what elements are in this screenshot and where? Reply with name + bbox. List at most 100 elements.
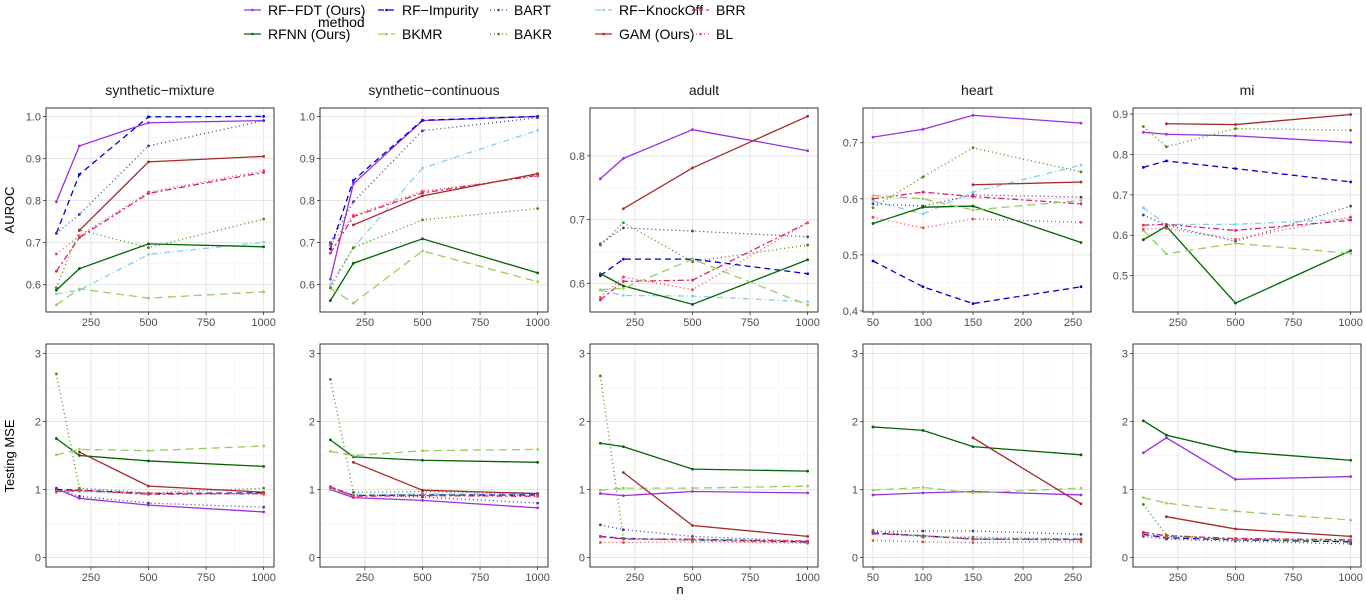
- data-point: [262, 154, 266, 158]
- series-bkmr: [54, 287, 266, 307]
- data-point: [536, 492, 540, 495]
- data-point: [328, 438, 332, 442]
- data-point: [871, 199, 875, 203]
- series-bl: [1141, 215, 1353, 241]
- series-line: [1142, 207, 1351, 225]
- data-point: [871, 488, 875, 492]
- series-rf-fdt-ours-: [598, 128, 810, 181]
- series-line: [599, 221, 808, 263]
- x-tick-label: 500: [139, 317, 157, 329]
- data-point: [1349, 475, 1353, 478]
- data-point: [1349, 535, 1353, 538]
- data-point: [77, 213, 81, 216]
- series-line: [872, 533, 1082, 541]
- data-point: [621, 528, 625, 532]
- series-bl: [328, 174, 540, 247]
- legend-key-point: [251, 8, 254, 12]
- y-tick-label: 0.8: [26, 196, 41, 208]
- legend-key-point: [497, 32, 500, 36]
- series-rf-impurity: [871, 259, 1083, 305]
- data-point: [262, 217, 266, 221]
- data-point: [54, 437, 58, 440]
- data-point: [1164, 501, 1168, 505]
- data-point: [691, 467, 694, 471]
- data-point: [147, 491, 150, 495]
- data-point: [351, 301, 355, 305]
- series-rfnn-ours-: [871, 425, 1083, 457]
- data-point: [1349, 252, 1353, 255]
- x-tick-label: 250: [1169, 572, 1187, 584]
- panel-background: [320, 108, 548, 312]
- data-point: [806, 491, 810, 495]
- data-point: [971, 445, 975, 449]
- series-line: [1143, 420, 1351, 461]
- data-point: [1141, 165, 1145, 169]
- data-point: [1349, 204, 1353, 208]
- facet-title: adult: [689, 82, 719, 98]
- legend-item: RF−KnockOff: [595, 2, 703, 18]
- x-tick-label: 1000: [525, 317, 549, 329]
- panel-border: [45, 107, 275, 313]
- y-tick-label: 0.8: [300, 196, 315, 208]
- data-point: [1234, 450, 1237, 453]
- legend-label: BL: [716, 26, 733, 42]
- series-bl: [54, 169, 266, 256]
- data-point: [806, 484, 810, 488]
- data-point: [621, 537, 625, 540]
- data-point: [77, 173, 81, 176]
- x-tick-label: 1000: [795, 317, 819, 329]
- legend-label: RF−FDT (Ours): [268, 2, 365, 18]
- series-line: [972, 437, 1082, 505]
- data-point: [147, 160, 150, 164]
- series-line: [872, 164, 1082, 215]
- series-gam-ours-: [621, 114, 810, 211]
- data-point: [691, 278, 694, 282]
- series-bl: [598, 540, 810, 545]
- data-point: [598, 492, 602, 495]
- series-bakr: [598, 221, 810, 264]
- data-point: [77, 454, 81, 457]
- data-point: [1234, 123, 1237, 126]
- data-point: [1164, 252, 1168, 256]
- panel-border: [45, 343, 275, 568]
- data-point: [351, 454, 355, 457]
- data-point: [621, 486, 625, 490]
- data-point: [77, 496, 81, 500]
- series-line: [330, 486, 538, 497]
- data-point: [1141, 206, 1145, 210]
- data-point: [806, 258, 810, 262]
- x-tick-label: 1000: [525, 572, 549, 584]
- data-point: [536, 460, 540, 464]
- data-point: [806, 303, 810, 307]
- data-point: [971, 541, 975, 544]
- data-point: [921, 197, 925, 201]
- series-line: [330, 488, 538, 509]
- series-gam-ours-: [351, 172, 540, 227]
- data-point: [77, 287, 81, 291]
- data-point: [147, 190, 150, 194]
- data-point: [54, 303, 58, 307]
- data-point: [54, 453, 58, 457]
- series-bakr: [871, 528, 1083, 541]
- data-point: [621, 156, 625, 160]
- data-point: [806, 541, 810, 545]
- series-bkmr: [871, 194, 1083, 212]
- data-point: [1141, 533, 1145, 537]
- data-point: [328, 243, 332, 247]
- panel-border: [862, 107, 1092, 313]
- legend-item: BART: [490, 2, 552, 18]
- series-line: [1143, 160, 1351, 183]
- series-rfnn-ours-: [54, 437, 266, 468]
- x-tick-label: 1000: [251, 572, 275, 584]
- data-point: [691, 524, 694, 527]
- data-point: [971, 208, 975, 212]
- data-point: [1141, 530, 1145, 534]
- legend-key-point: [699, 8, 702, 12]
- series-bkmr: [598, 484, 810, 492]
- data-point: [77, 229, 81, 232]
- data-point: [77, 489, 81, 493]
- data-point: [621, 221, 625, 225]
- data-point: [536, 501, 540, 505]
- data-point: [806, 300, 810, 304]
- data-point: [1141, 238, 1145, 242]
